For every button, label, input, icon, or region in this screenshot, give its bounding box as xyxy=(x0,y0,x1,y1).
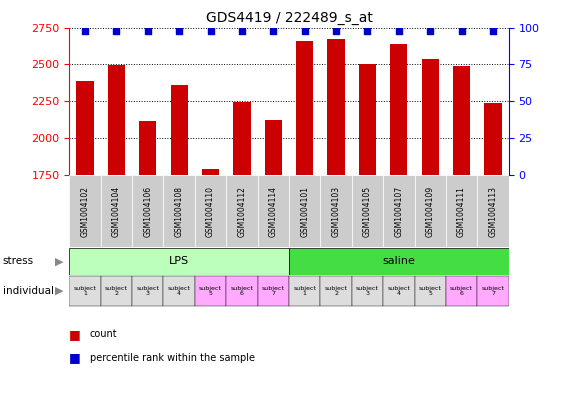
Point xyxy=(457,28,466,34)
Text: GSM1004111: GSM1004111 xyxy=(457,186,466,237)
Text: GSM1004113: GSM1004113 xyxy=(488,186,498,237)
FancyBboxPatch shape xyxy=(289,175,320,248)
FancyBboxPatch shape xyxy=(195,175,226,248)
Bar xyxy=(265,120,282,175)
Point xyxy=(394,28,403,34)
Point xyxy=(112,28,121,34)
Text: GSM1004110: GSM1004110 xyxy=(206,186,215,237)
FancyBboxPatch shape xyxy=(383,276,414,306)
Text: count: count xyxy=(90,329,117,339)
FancyBboxPatch shape xyxy=(258,276,289,306)
Text: subject
6: subject 6 xyxy=(231,286,253,296)
FancyBboxPatch shape xyxy=(132,276,164,306)
Text: GSM1004108: GSM1004108 xyxy=(175,186,184,237)
Text: GSM1004103: GSM1004103 xyxy=(332,186,340,237)
Point xyxy=(143,28,153,34)
Text: subject
7: subject 7 xyxy=(481,286,505,296)
Bar xyxy=(453,66,470,175)
Bar xyxy=(390,44,407,175)
Text: subject
6: subject 6 xyxy=(450,286,473,296)
FancyBboxPatch shape xyxy=(226,175,258,248)
Point xyxy=(363,28,372,34)
Text: subject
1: subject 1 xyxy=(73,286,97,296)
Point xyxy=(175,28,184,34)
Text: GSM1004114: GSM1004114 xyxy=(269,186,278,237)
Text: subject
3: subject 3 xyxy=(136,286,160,296)
FancyBboxPatch shape xyxy=(195,276,226,306)
FancyBboxPatch shape xyxy=(320,276,352,306)
Bar xyxy=(234,102,250,175)
FancyBboxPatch shape xyxy=(320,175,352,248)
FancyBboxPatch shape xyxy=(289,276,320,306)
FancyBboxPatch shape xyxy=(446,276,477,306)
Text: individual: individual xyxy=(3,286,54,296)
Bar xyxy=(421,59,439,175)
Point xyxy=(331,28,340,34)
FancyBboxPatch shape xyxy=(69,276,101,306)
FancyBboxPatch shape xyxy=(414,276,446,306)
Text: GSM1004112: GSM1004112 xyxy=(238,186,246,237)
Point xyxy=(206,28,215,34)
FancyBboxPatch shape xyxy=(132,175,164,248)
Point xyxy=(80,28,90,34)
FancyBboxPatch shape xyxy=(477,175,509,248)
Bar xyxy=(359,64,376,175)
FancyBboxPatch shape xyxy=(289,248,509,275)
FancyBboxPatch shape xyxy=(414,175,446,248)
Text: ▶: ▶ xyxy=(55,256,64,266)
Title: GDS4419 / 222489_s_at: GDS4419 / 222489_s_at xyxy=(206,11,372,25)
Text: ■: ■ xyxy=(69,351,81,364)
Text: subject
1: subject 1 xyxy=(293,286,316,296)
Text: subject
7: subject 7 xyxy=(262,286,285,296)
FancyBboxPatch shape xyxy=(352,175,383,248)
Text: GSM1004106: GSM1004106 xyxy=(143,186,152,237)
Point xyxy=(425,28,435,34)
Bar xyxy=(76,81,94,175)
FancyBboxPatch shape xyxy=(383,175,414,248)
Text: saline: saline xyxy=(383,256,415,266)
FancyBboxPatch shape xyxy=(101,175,132,248)
FancyBboxPatch shape xyxy=(164,276,195,306)
Text: ■: ■ xyxy=(69,327,81,341)
Bar xyxy=(484,103,502,175)
Text: GSM1004104: GSM1004104 xyxy=(112,186,121,237)
FancyBboxPatch shape xyxy=(226,276,258,306)
Text: subject
2: subject 2 xyxy=(325,286,347,296)
Text: subject
3: subject 3 xyxy=(356,286,379,296)
Point xyxy=(269,28,278,34)
Text: GSM1004105: GSM1004105 xyxy=(363,186,372,237)
Text: ▶: ▶ xyxy=(55,286,64,296)
Text: percentile rank within the sample: percentile rank within the sample xyxy=(90,353,254,363)
Text: GSM1004101: GSM1004101 xyxy=(300,186,309,237)
Point xyxy=(238,28,247,34)
Bar xyxy=(202,169,219,175)
Point xyxy=(488,28,498,34)
Text: subject
4: subject 4 xyxy=(387,286,410,296)
Bar xyxy=(171,85,188,175)
Text: GSM1004107: GSM1004107 xyxy=(394,186,403,237)
Text: GSM1004109: GSM1004109 xyxy=(426,186,435,237)
FancyBboxPatch shape xyxy=(69,175,101,248)
FancyBboxPatch shape xyxy=(258,175,289,248)
Text: subject
2: subject 2 xyxy=(105,286,128,296)
FancyBboxPatch shape xyxy=(69,248,289,275)
FancyBboxPatch shape xyxy=(101,276,132,306)
FancyBboxPatch shape xyxy=(352,276,383,306)
Bar xyxy=(296,41,313,175)
FancyBboxPatch shape xyxy=(477,276,509,306)
Bar xyxy=(108,65,125,175)
Bar xyxy=(139,121,157,175)
Point xyxy=(300,28,309,34)
Text: stress: stress xyxy=(3,256,34,266)
Text: LPS: LPS xyxy=(169,256,189,266)
FancyBboxPatch shape xyxy=(446,175,477,248)
Text: subject
5: subject 5 xyxy=(199,286,222,296)
Text: subject
4: subject 4 xyxy=(168,286,191,296)
FancyBboxPatch shape xyxy=(164,175,195,248)
Text: GSM1004102: GSM1004102 xyxy=(80,186,90,237)
Bar xyxy=(327,39,344,175)
Text: subject
5: subject 5 xyxy=(418,286,442,296)
